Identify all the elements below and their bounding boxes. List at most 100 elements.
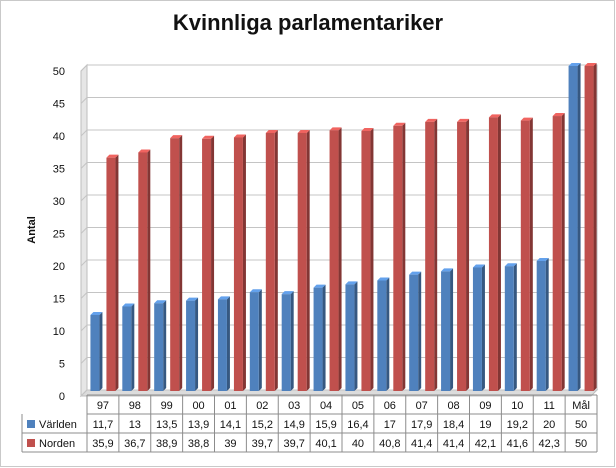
- bar-side: [370, 128, 374, 391]
- bar-0-7: [313, 287, 323, 391]
- x-tick-label: Mål: [572, 400, 590, 412]
- x-tick-label: 10: [511, 400, 523, 412]
- bar-top: [170, 135, 183, 139]
- bar-top: [90, 311, 103, 315]
- data-label: 40,8: [379, 438, 400, 450]
- y-tick-label: 5: [59, 359, 65, 371]
- bar-1-14: [552, 116, 562, 392]
- data-label: 40: [352, 438, 364, 450]
- bar-side: [481, 264, 485, 391]
- bar-side: [386, 277, 390, 391]
- bar-0-4: [217, 299, 227, 391]
- bar-side: [577, 63, 581, 391]
- bar-side: [226, 296, 230, 391]
- bar-side: [561, 113, 565, 392]
- gridline-side: [80, 64, 88, 72]
- bar-side: [354, 281, 358, 391]
- bar-side: [195, 297, 199, 391]
- gridline-side: [80, 97, 88, 104]
- x-tick-label: 11: [543, 400, 554, 412]
- bar-side: [402, 122, 406, 392]
- bar-0-9: [377, 280, 387, 391]
- bar-1-2: [170, 138, 180, 391]
- data-label: 39,7: [283, 438, 304, 450]
- x-tick-label: 00: [192, 400, 204, 412]
- bar-0-12: [472, 267, 482, 391]
- bar-side: [466, 118, 470, 392]
- bar-top: [281, 291, 294, 295]
- legend-swatch: [27, 420, 35, 428]
- data-label: 35,9: [92, 438, 113, 450]
- bar-side: [147, 149, 151, 391]
- bar-side: [274, 129, 278, 391]
- x-tick-label: 03: [288, 400, 300, 412]
- bar-side: [115, 154, 119, 391]
- gridline-side: [80, 194, 88, 202]
- data-label: 41,6: [507, 438, 528, 450]
- bar-side: [338, 127, 342, 391]
- x-tick-label: 09: [479, 400, 491, 412]
- data-label: 42,3: [538, 438, 559, 450]
- bar-side: [179, 135, 183, 391]
- y-tick-label: 50: [53, 66, 65, 78]
- data-label: 13,5: [156, 419, 177, 431]
- bar-1-1: [138, 152, 148, 391]
- bar-side: [211, 135, 215, 391]
- data-label: 16,4: [347, 419, 368, 431]
- gridline-side: [80, 389, 88, 397]
- legend-label: Norden: [39, 438, 75, 450]
- bar-side: [99, 311, 103, 391]
- bar-0-14: [536, 261, 546, 391]
- bar-top: [297, 129, 310, 133]
- bar-top: [345, 281, 358, 285]
- bar-side: [131, 303, 135, 391]
- data-label: 41,4: [443, 438, 464, 450]
- data-label: 19,2: [507, 419, 528, 431]
- y-tick-label: 45: [53, 99, 65, 111]
- data-label: 20: [543, 419, 555, 431]
- data-label: 19: [479, 419, 491, 431]
- bar-1-0: [106, 157, 116, 391]
- y-tick-label: 10: [53, 326, 65, 338]
- data-label: 39: [224, 438, 236, 450]
- bar-1-15: [584, 66, 594, 391]
- y-tick-label: 35: [53, 164, 65, 176]
- data-label: 36,7: [124, 438, 145, 450]
- data-label: 18,4: [443, 419, 464, 431]
- data-label: 14,1: [220, 419, 241, 431]
- bar-0-8: [345, 284, 355, 391]
- y-tick-label: 25: [53, 229, 65, 241]
- bar-1-13: [520, 120, 530, 391]
- bar-1-7: [329, 130, 339, 391]
- bar-side: [434, 118, 438, 392]
- bar-side: [306, 129, 310, 391]
- bar-1-10: [425, 121, 435, 392]
- bar-side: [529, 117, 533, 391]
- data-label: 15,9: [315, 419, 336, 431]
- x-tick-label: 97: [97, 400, 109, 412]
- bar-side: [513, 263, 517, 391]
- bar-top: [552, 113, 565, 117]
- bar-top: [233, 134, 246, 138]
- bar-1-9: [393, 125, 403, 392]
- x-tick-label: 08: [447, 400, 459, 412]
- data-label: 14,9: [283, 419, 304, 431]
- bar-1-5: [265, 132, 275, 391]
- bar-top: [472, 264, 485, 268]
- gridline-side: [80, 129, 88, 137]
- legend-swatch: [27, 439, 35, 447]
- x-tick-label: 07: [416, 400, 428, 412]
- x-tick-label: 98: [129, 400, 141, 412]
- bar-top: [122, 303, 135, 307]
- bar-top: [313, 284, 326, 288]
- bar-top: [584, 63, 597, 66]
- bar-top: [536, 258, 549, 261]
- bar-0-5: [249, 292, 259, 391]
- bar-top: [504, 263, 517, 267]
- bar-top: [217, 296, 230, 300]
- data-label: 40,1: [315, 438, 336, 450]
- y-tick-label: 30: [53, 196, 65, 208]
- x-tick-label: 99: [161, 400, 173, 412]
